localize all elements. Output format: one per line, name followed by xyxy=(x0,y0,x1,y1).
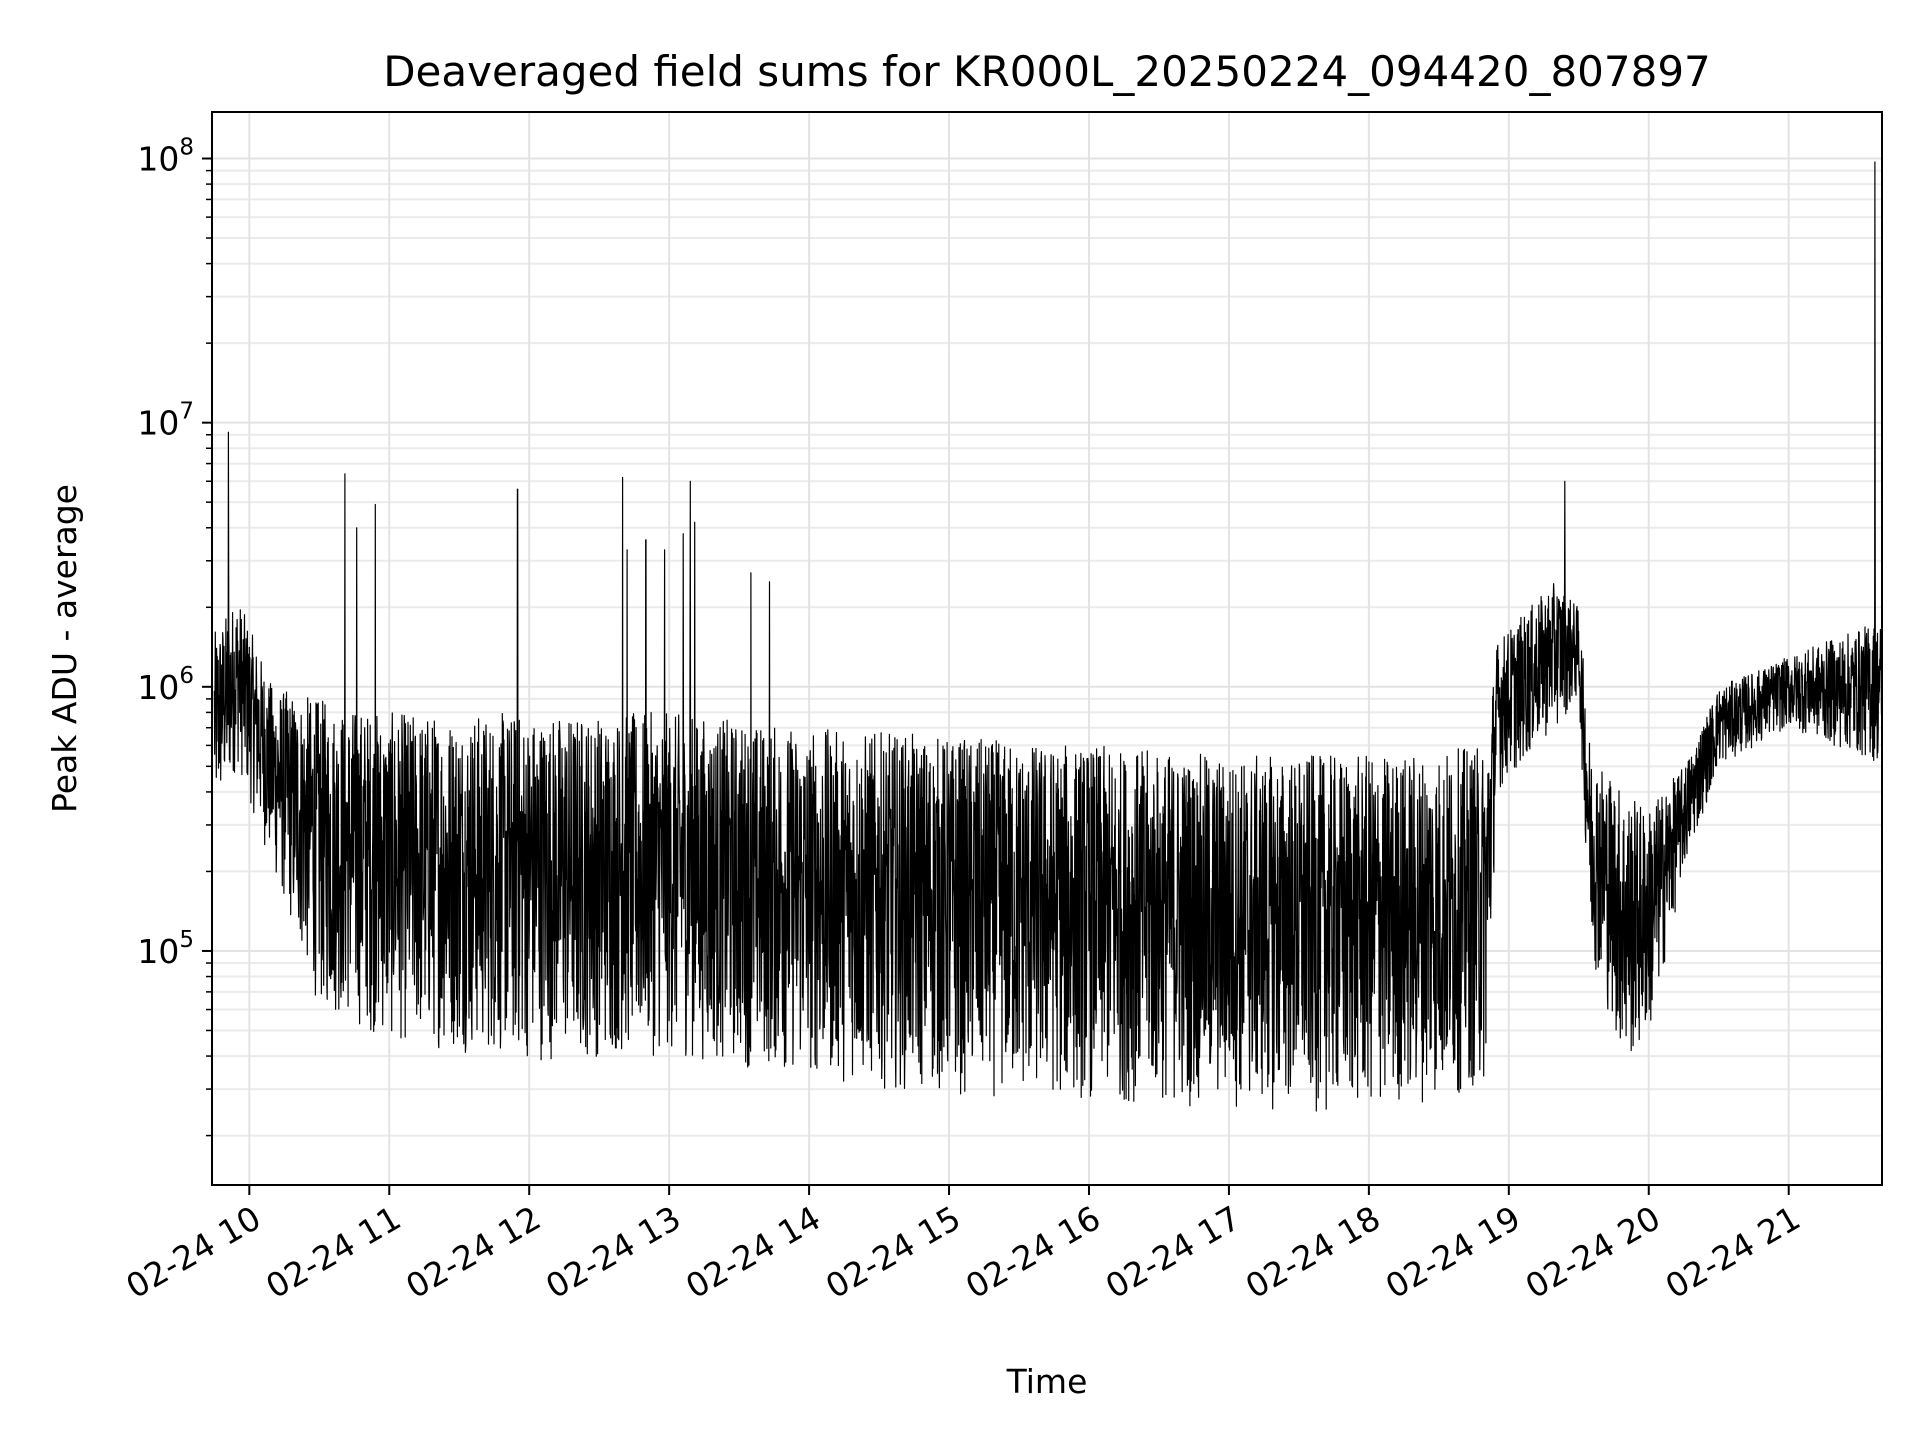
chart-title: Deaveraged field sums for KR000L_2025022… xyxy=(383,47,1711,96)
y-tick-label: 106 xyxy=(137,663,194,707)
x-axis-label: Time xyxy=(1006,1362,1088,1401)
y-axis-label: Peak ADU - average xyxy=(45,484,84,813)
y-axis: 105 106 107 108 xyxy=(137,135,212,1137)
plot-frame xyxy=(211,111,1883,1186)
y-tick-label: 105 xyxy=(137,927,194,971)
y-tick-label: 107 xyxy=(137,399,194,443)
y-tick-label: 108 xyxy=(137,135,194,179)
series-line xyxy=(213,161,1883,1112)
plot-area xyxy=(213,161,1883,1112)
